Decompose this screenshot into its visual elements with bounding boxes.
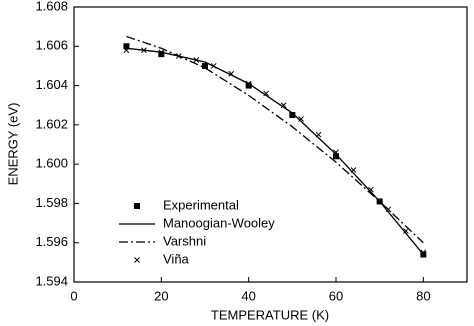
y-tick-label: 1.594 bbox=[35, 273, 68, 288]
marker bbox=[333, 153, 339, 160]
marker bbox=[193, 57, 200, 63]
marker bbox=[141, 47, 147, 54]
marker bbox=[228, 70, 235, 77]
marker bbox=[403, 228, 409, 234]
x-tick-label: 40 bbox=[241, 288, 255, 303]
legend-marker bbox=[134, 257, 140, 263]
series-line bbox=[126, 35, 424, 244]
marker bbox=[420, 249, 427, 256]
marker bbox=[368, 186, 374, 193]
marker bbox=[315, 131, 322, 138]
x-tick-label: 80 bbox=[416, 288, 430, 303]
legend-label: Varshni bbox=[163, 233, 206, 248]
x-tick-label: 60 bbox=[329, 288, 343, 303]
legend-label: Manoogian-Wooley bbox=[163, 215, 275, 230]
marker bbox=[210, 63, 217, 69]
marker bbox=[280, 102, 287, 109]
y-tick-label: 1.608 bbox=[35, 0, 68, 13]
marker bbox=[350, 167, 357, 173]
legend-label: Viña bbox=[163, 251, 190, 266]
y-tick-label: 1.602 bbox=[35, 116, 68, 131]
series-line bbox=[126, 47, 424, 255]
marker bbox=[123, 43, 130, 50]
marker bbox=[158, 51, 165, 58]
x-tick-label: 20 bbox=[154, 288, 168, 303]
marker bbox=[289, 112, 296, 119]
marker bbox=[158, 49, 165, 56]
x-tick-label: 0 bbox=[70, 288, 77, 303]
marker bbox=[333, 149, 339, 156]
legend-label: Experimental bbox=[163, 197, 239, 212]
x-axis-title: TEMPERATURE (K) bbox=[211, 307, 329, 322]
marker bbox=[123, 47, 130, 54]
y-tick-label: 1.604 bbox=[35, 77, 68, 92]
marker bbox=[298, 116, 304, 122]
marker bbox=[175, 53, 182, 59]
marker bbox=[245, 80, 252, 87]
marker bbox=[263, 90, 269, 97]
marker bbox=[385, 206, 392, 213]
y-tick-label: 1.598 bbox=[35, 195, 68, 210]
marker bbox=[245, 82, 252, 89]
marker bbox=[202, 62, 208, 69]
y-tick-label: 1.606 bbox=[35, 38, 68, 53]
plot-frame bbox=[73, 6, 468, 283]
y-tick-label: 1.600 bbox=[35, 156, 68, 171]
y-axis-title: ENERGY (eV) bbox=[5, 103, 20, 186]
legend-marker bbox=[134, 203, 140, 209]
y-tick-label: 1.596 bbox=[35, 234, 68, 249]
